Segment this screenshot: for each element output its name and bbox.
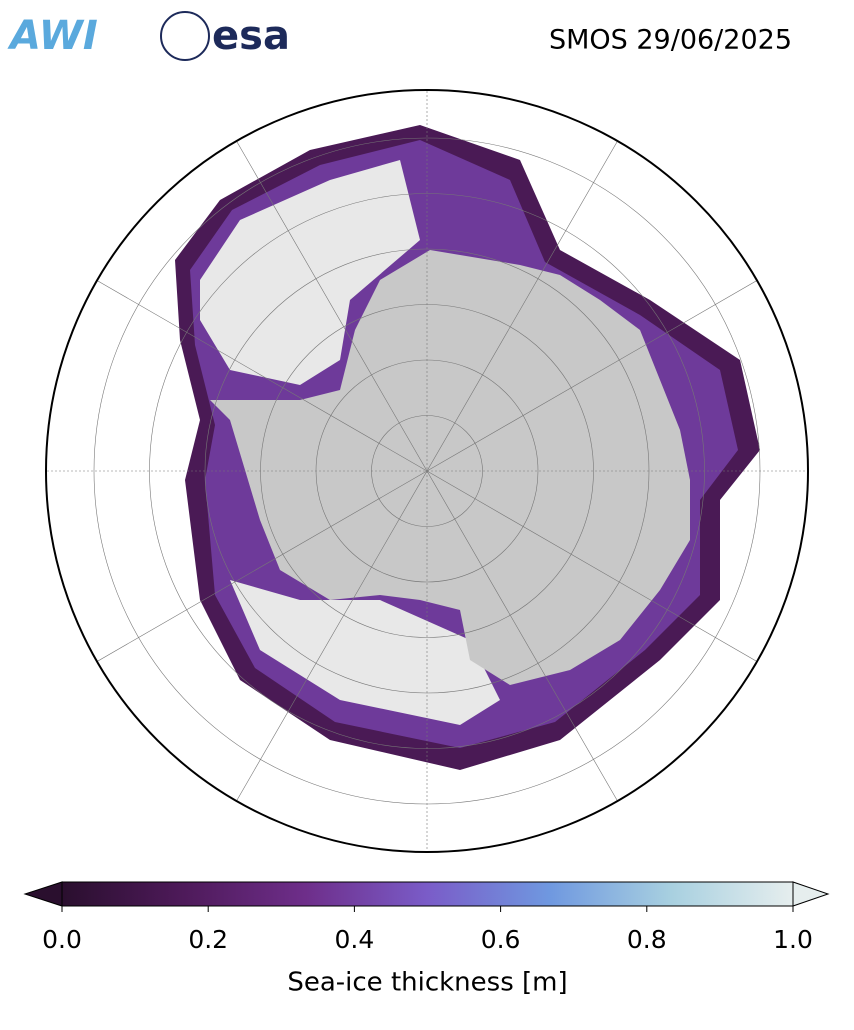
antarctica bbox=[210, 250, 690, 685]
ross-ice bbox=[230, 580, 500, 725]
colorbar-tick-label: 0.0 bbox=[42, 925, 82, 954]
colorbar: 0.0 0.2 0.4 0.6 0.8 1.0 Sea-ice thickness [m] bbox=[23, 881, 830, 998]
esa-symbol bbox=[160, 11, 210, 61]
colorbar-ramp bbox=[61, 881, 794, 907]
meridian bbox=[80, 270, 774, 672]
weddell-ice bbox=[200, 160, 420, 385]
map-border bbox=[45, 89, 809, 853]
graticule bbox=[46, 90, 808, 852]
colorbar-tick-label: 0.6 bbox=[481, 925, 521, 954]
esa-logo: esa bbox=[212, 13, 290, 59]
map-title: SMOS 29/06/2025 bbox=[549, 25, 792, 56]
colorbar-extend-max bbox=[792, 881, 830, 907]
colorbar-extend-min bbox=[23, 881, 63, 907]
awi-logo: AWI bbox=[7, 13, 98, 59]
colorbar-tick-label: 0.4 bbox=[335, 925, 375, 954]
colorbar-tick-label: 0.8 bbox=[627, 925, 667, 954]
colorbar-label: Sea-ice thickness [m] bbox=[287, 968, 567, 998]
map bbox=[46, 90, 808, 852]
colorbar-tick-label: 0.2 bbox=[188, 925, 228, 954]
colorbar-tick-label: 1.0 bbox=[773, 925, 813, 954]
